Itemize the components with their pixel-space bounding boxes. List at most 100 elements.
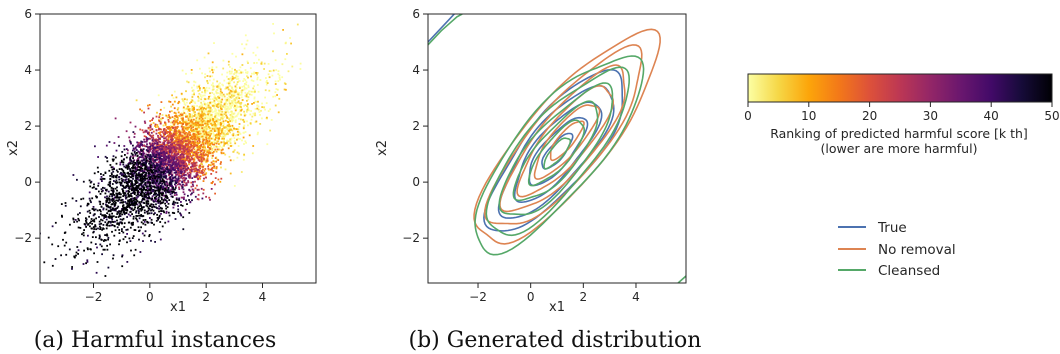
scatter-point	[256, 76, 259, 79]
scatter-point	[153, 186, 156, 188]
scatter-point	[162, 148, 165, 150]
scatter-point	[131, 184, 134, 187]
scatter-point	[180, 214, 183, 217]
scatter-point	[76, 178, 78, 181]
scatter-point	[142, 180, 145, 183]
scatter-point	[123, 186, 125, 189]
scatter-point	[145, 140, 148, 143]
scatter-point	[242, 136, 245, 139]
scatter-point	[220, 177, 223, 180]
scatter-point	[260, 109, 262, 112]
scatter-point	[193, 128, 196, 131]
scatter-point	[169, 145, 172, 148]
scatter-point	[221, 137, 224, 140]
scatter-point	[200, 114, 202, 117]
scatter-point	[166, 183, 169, 185]
scatter-point	[241, 43, 243, 46]
scatter-point	[205, 131, 207, 134]
scatter-point	[194, 130, 197, 133]
scatter-point	[247, 103, 249, 105]
scatter-point	[238, 123, 241, 125]
scatter-point	[143, 158, 146, 161]
scatter-point	[253, 97, 256, 100]
scatter-point	[193, 135, 196, 137]
scatter-point	[227, 111, 230, 114]
scatter-point	[75, 200, 78, 202]
scatter-point	[195, 129, 198, 132]
scatter-point	[236, 105, 238, 108]
scatter-point	[183, 148, 186, 151]
scatter-point	[195, 174, 198, 176]
scatter-point	[247, 98, 250, 101]
scatter-point	[120, 174, 123, 177]
scatter-point	[196, 173, 199, 176]
scatter-point	[110, 224, 113, 227]
scatter-point	[191, 116, 194, 118]
scatter-point	[202, 123, 205, 125]
scatter-point	[200, 96, 203, 98]
scatter-point	[203, 87, 205, 89]
scatter-point	[195, 117, 198, 119]
scatter-point	[231, 134, 234, 136]
scatter-point	[146, 143, 148, 146]
scatter-point	[139, 108, 141, 111]
scatter-point	[224, 129, 227, 132]
scatter-point	[151, 142, 154, 145]
scatter-point	[158, 190, 161, 193]
scatter-point	[188, 123, 190, 126]
scatter-point	[134, 153, 137, 156]
scatter-point	[227, 105, 229, 108]
scatter-point	[185, 90, 187, 93]
scatter-point	[146, 196, 149, 199]
scatter-point	[156, 187, 159, 190]
scatter-point	[190, 128, 192, 131]
scatter-point	[204, 76, 206, 79]
scatter-point	[118, 197, 121, 199]
scatter-point	[182, 107, 185, 110]
scatter-point	[149, 178, 151, 180]
scatter-point	[197, 148, 199, 151]
scatter-point	[156, 145, 159, 148]
scatter-point	[117, 199, 119, 202]
scatter-point	[211, 124, 214, 127]
scatter-point	[194, 141, 196, 144]
scatter-point	[125, 148, 128, 150]
scatter-point	[125, 182, 128, 184]
scatter-point	[212, 141, 214, 143]
scatter-point	[266, 143, 269, 146]
scatter-point	[189, 146, 192, 149]
scatter-point	[159, 144, 162, 146]
scatter-point	[233, 73, 235, 75]
scatter-point	[192, 130, 195, 133]
scatter-point	[177, 208, 180, 211]
scatter-point	[195, 167, 197, 170]
scatter-point	[170, 195, 173, 198]
scatter-point	[161, 202, 164, 204]
scatter-point	[95, 271, 98, 274]
scatter-point	[207, 145, 209, 148]
scatter-point	[181, 147, 183, 150]
scatter-point	[160, 101, 163, 103]
scatter-point	[183, 150, 186, 152]
scatter-point	[177, 134, 180, 136]
scatter-point	[187, 181, 190, 184]
scatter-point	[132, 157, 134, 160]
scatter-point	[245, 141, 247, 144]
scatter-point	[165, 210, 168, 213]
scatter-point	[163, 128, 165, 131]
scatter-point	[285, 88, 287, 91]
scatter-point	[277, 80, 280, 82]
scatter-point	[162, 124, 165, 127]
scatter-point	[207, 126, 210, 128]
scatter-point	[118, 198, 121, 201]
scatter-point	[140, 184, 143, 186]
scatter-point	[129, 160, 131, 162]
scatter-point	[165, 175, 168, 177]
scatter-point	[200, 107, 202, 110]
scatter-point	[115, 162, 118, 165]
scatter-point	[146, 137, 148, 139]
scatter-point	[177, 205, 179, 207]
scatter-point	[243, 86, 246, 89]
scatter-point	[125, 196, 128, 199]
